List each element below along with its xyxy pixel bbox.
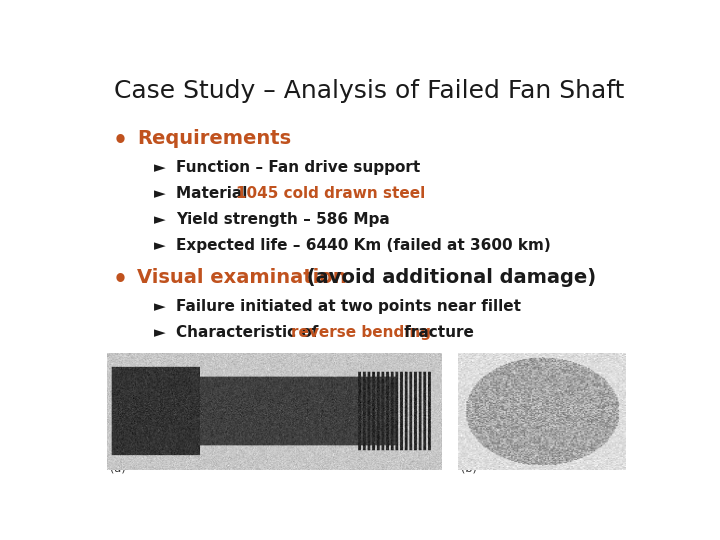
Text: Characteristic of: Characteristic of [176, 325, 324, 340]
Text: ►: ► [154, 186, 166, 201]
Text: reverse bending: reverse bending [291, 325, 431, 340]
Text: Yield strength – 586 Mpa: Yield strength – 586 Mpa [176, 212, 390, 227]
Text: Case Study – Analysis of Failed Fan Shaft: Case Study – Analysis of Failed Fan Shaf… [114, 79, 624, 103]
Text: Failure initiated at two points near fillet: Failure initiated at two points near fil… [176, 299, 521, 314]
Text: Material: Material [176, 186, 253, 201]
Text: Requirements: Requirements [138, 129, 292, 149]
Text: Expected life – 6440 Km (failed at 3600 km): Expected life – 6440 Km (failed at 3600 … [176, 238, 552, 253]
Text: Visual examination: Visual examination [138, 268, 347, 287]
Text: ►: ► [154, 238, 166, 253]
Text: (b): (b) [461, 463, 477, 473]
Text: •: • [112, 129, 127, 153]
Text: ►: ► [154, 212, 166, 227]
Text: ►: ► [154, 160, 166, 176]
Text: fracture: fracture [400, 325, 474, 340]
Text: •: • [112, 268, 127, 292]
Text: ►: ► [154, 299, 166, 314]
Text: ►: ► [154, 325, 166, 340]
Text: 1045 cold drawn steel: 1045 cold drawn steel [236, 186, 425, 201]
Text: Function – Fan drive support: Function – Fan drive support [176, 160, 420, 176]
Text: (a): (a) [109, 463, 125, 473]
Text: (avoid additional damage): (avoid additional damage) [300, 268, 596, 287]
